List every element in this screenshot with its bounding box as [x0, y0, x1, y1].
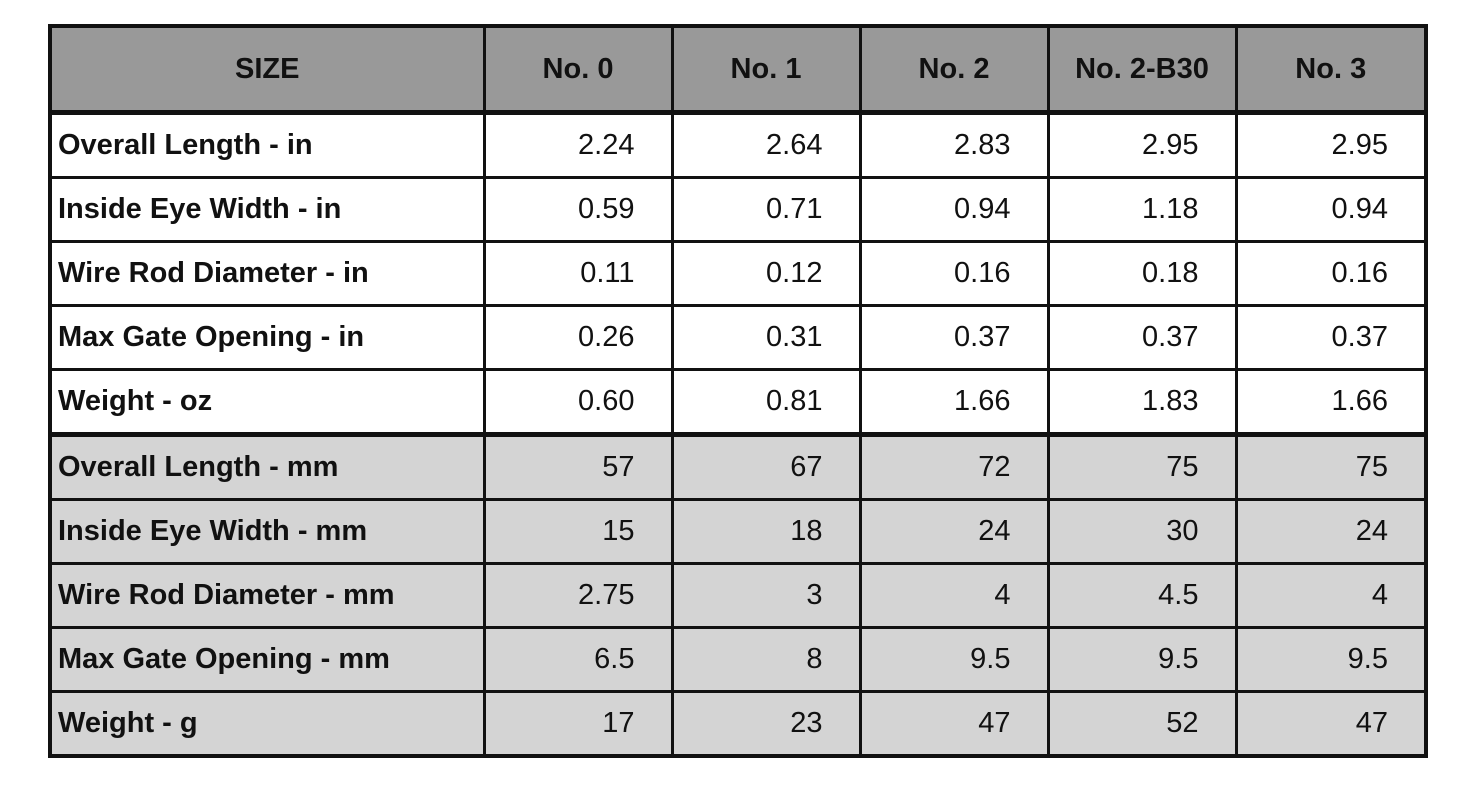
- value-cell: 0.16: [858, 240, 1050, 307]
- value-cell: 9.5: [858, 626, 1050, 693]
- header-row: SIZE No. 0 No. 1 No. 2 No. 2-B30 No. 3: [48, 24, 1428, 114]
- value-cell: 0.26: [482, 304, 674, 371]
- value-cell: 52: [1046, 690, 1238, 758]
- table-row: Inside Eye Width - mm 15 18 24 30 24: [48, 498, 1428, 565]
- header-cell: No. 0: [482, 24, 674, 114]
- row-label: Overall Length - in: [48, 111, 486, 179]
- value-cell: 23: [670, 690, 862, 758]
- header-cell: No. 2: [858, 24, 1050, 114]
- row-label: Wire Rod Diameter - in: [48, 240, 486, 307]
- value-cell: 0.11: [482, 240, 674, 307]
- value-cell: 0.37: [1234, 304, 1428, 371]
- value-cell: 75: [1234, 433, 1428, 501]
- value-cell: 30: [1046, 498, 1238, 565]
- header-cell: No. 1: [670, 24, 862, 114]
- table-row: Inside Eye Width - in 0.59 0.71 0.94 1.18 0.9…: [48, 176, 1428, 243]
- row-label: Weight - oz: [48, 368, 486, 436]
- value-cell: 0.18: [1046, 240, 1238, 307]
- row-label: Weight - g: [48, 690, 486, 758]
- value-cell: 47: [858, 690, 1050, 758]
- value-cell: 0.81: [670, 368, 862, 436]
- value-cell: 9.5: [1234, 626, 1428, 693]
- row-label: Inside Eye Width - in: [48, 176, 486, 243]
- row-label: Wire Rod Diameter - mm: [48, 562, 486, 629]
- value-cell: 1.83: [1046, 368, 1238, 436]
- value-cell: 8: [670, 626, 862, 693]
- value-cell: 67: [670, 433, 862, 501]
- value-cell: 4: [1234, 562, 1428, 629]
- header-cell: No. 2-B30: [1046, 24, 1238, 114]
- table-row: Overall Length - in 2.24 2.64 2.83 2.95 2.95: [48, 111, 1428, 179]
- value-cell: 4: [858, 562, 1050, 629]
- value-cell: 2.95: [1234, 111, 1428, 179]
- table-row: Wire Rod Diameter - in 0.11 0.12 0.16 0.18 0.…: [48, 240, 1428, 307]
- value-cell: 0.94: [858, 176, 1050, 243]
- value-cell: 2.24: [482, 111, 674, 179]
- table-row: Wire Rod Diameter - mm 2.75 3 4 4.5 4: [48, 562, 1428, 629]
- value-cell: 0.59: [482, 176, 674, 243]
- value-cell: 3: [670, 562, 862, 629]
- row-label: Max Gate Opening - in: [48, 304, 486, 371]
- table-row: Overall Length - mm 57 67 72 75 75: [48, 433, 1428, 501]
- value-cell: 2.75: [482, 562, 674, 629]
- value-cell: 1.18: [1046, 176, 1238, 243]
- value-cell: 1.66: [1234, 368, 1428, 436]
- table-row: Max Gate Opening - mm 6.5 8 9.5 9.5 9.5: [48, 626, 1428, 693]
- value-cell: 2.83: [858, 111, 1050, 179]
- value-cell: 9.5: [1046, 626, 1238, 693]
- value-cell: 72: [858, 433, 1050, 501]
- value-cell: 24: [1234, 498, 1428, 565]
- value-cell: 75: [1046, 433, 1238, 501]
- row-label: Max Gate Opening - mm: [48, 626, 486, 693]
- value-cell: 47: [1234, 690, 1428, 758]
- table-body: Overall Length - in 2.24 2.64 2.83 2.95 2.95 I…: [48, 111, 1428, 758]
- row-label: Overall Length - mm: [48, 433, 486, 501]
- value-cell: 0.37: [1046, 304, 1238, 371]
- value-cell: 2.95: [1046, 111, 1238, 179]
- value-cell: 1.66: [858, 368, 1050, 436]
- value-cell: 24: [858, 498, 1050, 565]
- value-cell: 57: [482, 433, 674, 501]
- row-label: Inside Eye Width - mm: [48, 498, 486, 565]
- value-cell: 0.71: [670, 176, 862, 243]
- value-cell: 0.94: [1234, 176, 1428, 243]
- table-row: Weight - oz 0.60 0.81 1.66 1.83 1.66: [48, 368, 1428, 436]
- value-cell: 0.12: [670, 240, 862, 307]
- value-cell: 6.5: [482, 626, 674, 693]
- header-cell: No. 3: [1234, 24, 1428, 114]
- table-header: SIZE No. 0 No. 1 No. 2 No. 2-B30 No. 3: [48, 24, 1428, 114]
- spec-table: SIZE No. 0 No. 1 No. 2 No. 2-B30 No. 3 Overal…: [48, 24, 1428, 758]
- value-cell: 4.5: [1046, 562, 1238, 629]
- value-cell: 17: [482, 690, 674, 758]
- header-cell: SIZE: [48, 24, 486, 114]
- value-cell: 18: [670, 498, 862, 565]
- table-row: Max Gate Opening - in 0.26 0.31 0.37 0.37 0.3…: [48, 304, 1428, 371]
- table-row: Weight - g 17 23 47 52 47: [48, 690, 1428, 758]
- value-cell: 2.64: [670, 111, 862, 179]
- value-cell: 0.16: [1234, 240, 1428, 307]
- value-cell: 0.31: [670, 304, 862, 371]
- value-cell: 15: [482, 498, 674, 565]
- value-cell: 0.60: [482, 368, 674, 436]
- value-cell: 0.37: [858, 304, 1050, 371]
